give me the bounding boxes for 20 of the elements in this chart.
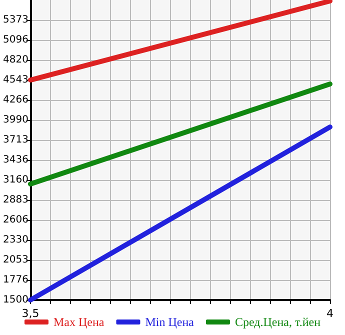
y-tick-label: 5096 (2, 34, 28, 46)
y-tick-label: 1500 (2, 294, 28, 306)
x-tick-label: 3,5 (22, 307, 40, 320)
y-tick-label: 2330 (2, 234, 28, 246)
legend-label: Min Цена (145, 315, 195, 329)
y-tick-label: 3713 (2, 134, 28, 146)
y-tick-label: 3436 (2, 154, 28, 166)
legend-label: Сред.Цена, т.йен (234, 315, 322, 329)
y-tick-label: 2053 (2, 254, 28, 266)
y-tick-label: 4820 (2, 54, 28, 66)
y-tick-label: 3990 (2, 114, 28, 126)
y-tick-label: 4266 (2, 94, 28, 106)
y-tick-label: 2883 (2, 194, 28, 206)
y-tick-label: 1776 (2, 274, 28, 286)
y-tick-label: 2606 (2, 214, 28, 226)
y-tick-label: 5373 (2, 14, 28, 26)
x-tick-label: 4 (326, 307, 334, 320)
y-tick-label: 4543 (2, 74, 28, 86)
y-tick-label: 3160 (2, 174, 28, 186)
legend-label: Max Цена (53, 315, 105, 329)
